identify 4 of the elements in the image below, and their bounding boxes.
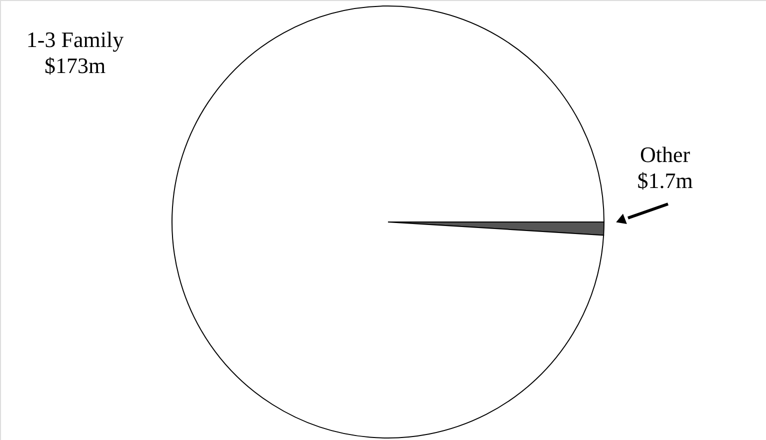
slice-label: 1-3 Family	[26, 27, 124, 52]
slice-label: Other	[640, 142, 691, 167]
data-label: $173m	[44, 53, 106, 78]
data-label: $1.7m	[637, 168, 693, 193]
